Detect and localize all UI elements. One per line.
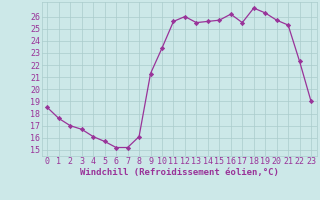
X-axis label: Windchill (Refroidissement éolien,°C): Windchill (Refroidissement éolien,°C) — [80, 168, 279, 177]
